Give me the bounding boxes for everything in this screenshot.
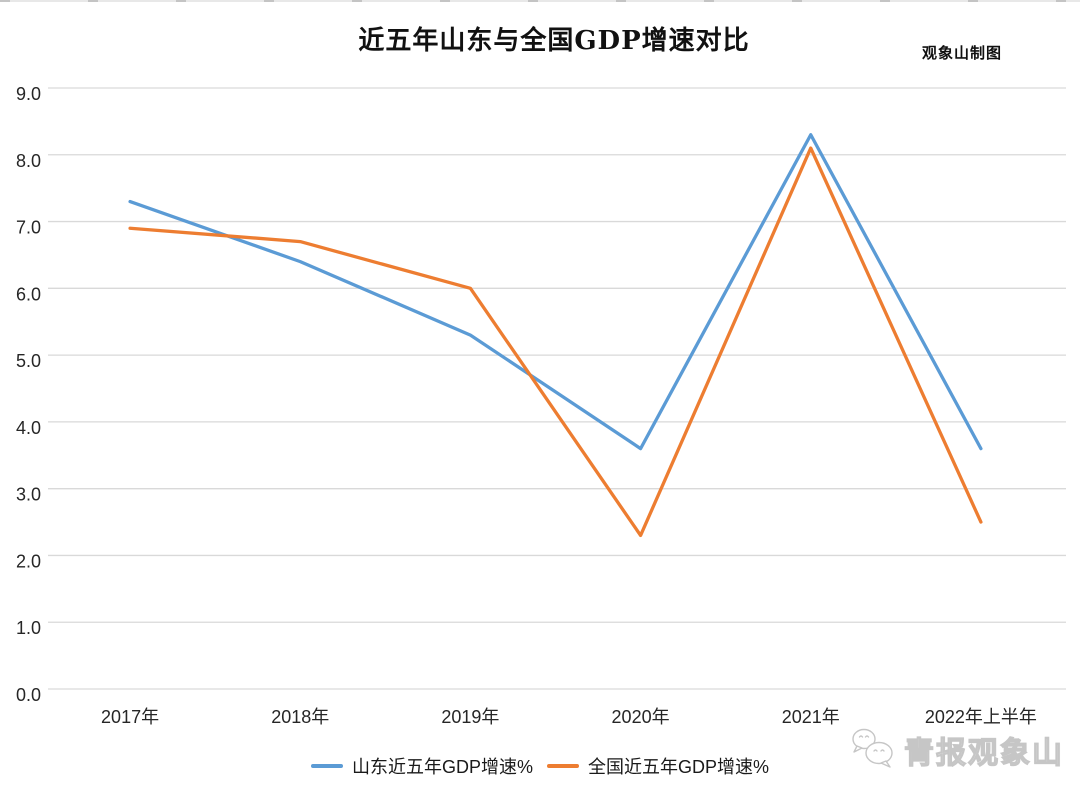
top-dashed-border (0, 0, 1080, 2)
chart-credit: 观象山制图 (921, 44, 1002, 62)
shandong-gdp-line (128, 133, 983, 451)
national-legend-label: 全国近五年GDP增速% (588, 757, 770, 777)
y-axis-tick-label: 5.0 (16, 351, 41, 371)
x-axis-tick-label: 2020年 (612, 707, 670, 727)
y-axis-tick-label: 1.0 (16, 618, 41, 638)
legend-item-shandong: 山东近五年GDP增速% (310, 753, 533, 779)
y-axis-tick-label: 6.0 (16, 284, 41, 304)
x-axis-tick-label: 2017年 (101, 707, 159, 727)
national-line-marker (547, 764, 579, 768)
y-axis-tick-label: 4.0 (16, 418, 41, 438)
chart-legend: 山东近五年GDP增速% 全国近五年GDP增速% (0, 753, 1080, 779)
y-axis-tick-label: 8.0 (16, 151, 41, 171)
shandong-legend-label: 山东近五年GDP增速% (351, 757, 533, 777)
national-gdp-line (128, 146, 983, 538)
x-axis-tick-label: 2022年上半年 (925, 707, 1037, 727)
x-axis-tick-label: 2019年 (441, 707, 499, 727)
y-axis-tick-label: 0.0 (16, 685, 41, 705)
chart-title: 近五年山东与全国GDP增速对比 (358, 26, 750, 56)
x-axis-tick-label: 2018年 (271, 707, 329, 727)
y-axis-tick-label: 9.0 (16, 84, 41, 104)
y-axis-tick-label: 7.0 (16, 218, 41, 238)
x-axis-tick-label: 2021年 (782, 707, 840, 727)
legend-item-national: 全国近五年GDP增速% (547, 753, 769, 779)
y-axis-tick-label: 3.0 (16, 485, 41, 505)
y-axis-tick-label: 2.0 (16, 551, 41, 571)
shandong-line-marker (310, 764, 343, 768)
